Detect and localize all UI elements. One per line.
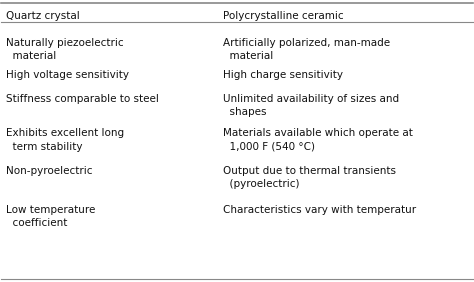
Text: Non-pyroelectric: Non-pyroelectric [6,166,92,176]
Text: Output due to thermal transients
  (pyroelectric): Output due to thermal transients (pyroel… [223,166,396,189]
Text: Naturally piezoelectric
  material: Naturally piezoelectric material [6,38,124,61]
Text: Artificially polarized, man-made
  material: Artificially polarized, man-made materia… [223,38,390,61]
Text: Materials available which operate at
  1,000 F (540 °C): Materials available which operate at 1,0… [223,128,413,152]
Text: Quartz crystal: Quartz crystal [6,11,80,21]
Text: Low temperature
  coefficient: Low temperature coefficient [6,205,95,228]
Text: High voltage sensitivity: High voltage sensitivity [6,70,129,80]
Text: Stiffness comparable to steel: Stiffness comparable to steel [6,94,159,103]
Text: Exhibits excellent long
  term stability: Exhibits excellent long term stability [6,128,124,152]
Text: Characteristics vary with temperatur: Characteristics vary with temperatur [223,205,416,215]
Text: Unlimited availability of sizes and
  shapes: Unlimited availability of sizes and shap… [223,94,399,117]
Text: Polycrystalline ceramic: Polycrystalline ceramic [223,11,344,21]
Text: High charge sensitivity: High charge sensitivity [223,70,343,80]
